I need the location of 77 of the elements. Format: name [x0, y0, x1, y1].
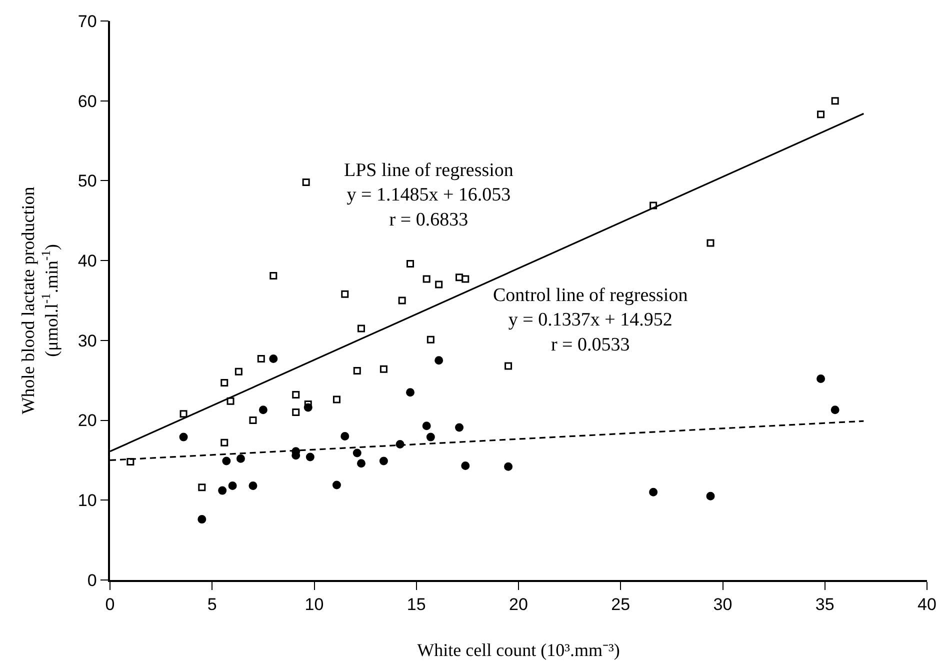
point: [292, 408, 300, 416]
annotation: LPS line of regression y = 1.1485x + 16.053 r = 0.6833: [344, 160, 514, 230]
y-tick-label: 70: [78, 12, 97, 31]
point: [426, 336, 434, 344]
point: [706, 239, 714, 247]
point: [258, 406, 268, 414]
point: [650, 202, 658, 210]
point: [292, 390, 300, 398]
point: [269, 354, 278, 364]
point: [422, 275, 430, 283]
point: [817, 110, 825, 118]
point: [341, 290, 349, 298]
point: [198, 515, 206, 524]
point: [426, 432, 435, 442]
point: [434, 356, 444, 365]
x-axis-title: White cell count (10³.mm⁻³): [417, 640, 620, 660]
x-tick-label: 25: [611, 595, 630, 614]
y-tick-label: 10: [78, 491, 97, 510]
point: [226, 397, 234, 405]
point: [406, 388, 414, 397]
point: [435, 280, 443, 288]
x-tick-label: 40: [918, 595, 936, 614]
point: [504, 462, 513, 471]
point: [179, 432, 188, 442]
y-tick-label: 50: [78, 172, 97, 191]
point: [353, 367, 361, 375]
point: [270, 272, 278, 280]
point: [236, 454, 245, 463]
point: [257, 355, 265, 363]
point: [198, 484, 206, 492]
point: [504, 362, 512, 370]
point: [332, 396, 340, 404]
point: [398, 296, 406, 304]
point: [234, 368, 242, 376]
point: [340, 432, 350, 441]
x-tick-label: 0: [105, 595, 115, 614]
point: [456, 274, 464, 282]
point: [706, 492, 715, 500]
point: [830, 406, 840, 414]
point: [649, 488, 658, 496]
point: [302, 178, 310, 186]
point: [228, 482, 237, 490]
y-tick-label: 60: [78, 92, 97, 111]
point: [356, 459, 366, 468]
point: [406, 260, 414, 268]
point: [218, 486, 227, 495]
point: [220, 379, 228, 386]
point: [222, 456, 231, 466]
point: [455, 423, 464, 432]
y-tick-label: 20: [78, 411, 97, 430]
y-tick-label: 0: [87, 570, 97, 590]
point: [422, 422, 431, 430]
point: [249, 416, 257, 424]
point: [380, 365, 388, 373]
point: [304, 403, 312, 412]
point: [816, 374, 826, 384]
x-tick-label: 15: [406, 595, 426, 614]
point: [332, 480, 341, 490]
x-tick-label: 20: [509, 595, 528, 614]
y-tick-label: 30: [78, 331, 97, 350]
point: [379, 456, 388, 466]
x-tick-label: 35: [815, 595, 834, 614]
point: [180, 410, 188, 418]
x-tick-label: 30: [713, 595, 732, 614]
point: [461, 462, 470, 470]
point: [306, 452, 314, 462]
annotation: Control line of regression y = 0.1337x + 14.952 r = 0.0533: [493, 285, 688, 356]
point: [248, 482, 258, 490]
point: [357, 324, 365, 332]
y-tick-label: 40: [78, 252, 97, 271]
point: [462, 275, 470, 283]
x-tick-label: 5: [207, 595, 217, 614]
point: [352, 448, 362, 458]
point: [126, 458, 134, 466]
x-tick-label: 10: [304, 595, 324, 614]
point: [220, 438, 228, 446]
point: [831, 97, 839, 105]
